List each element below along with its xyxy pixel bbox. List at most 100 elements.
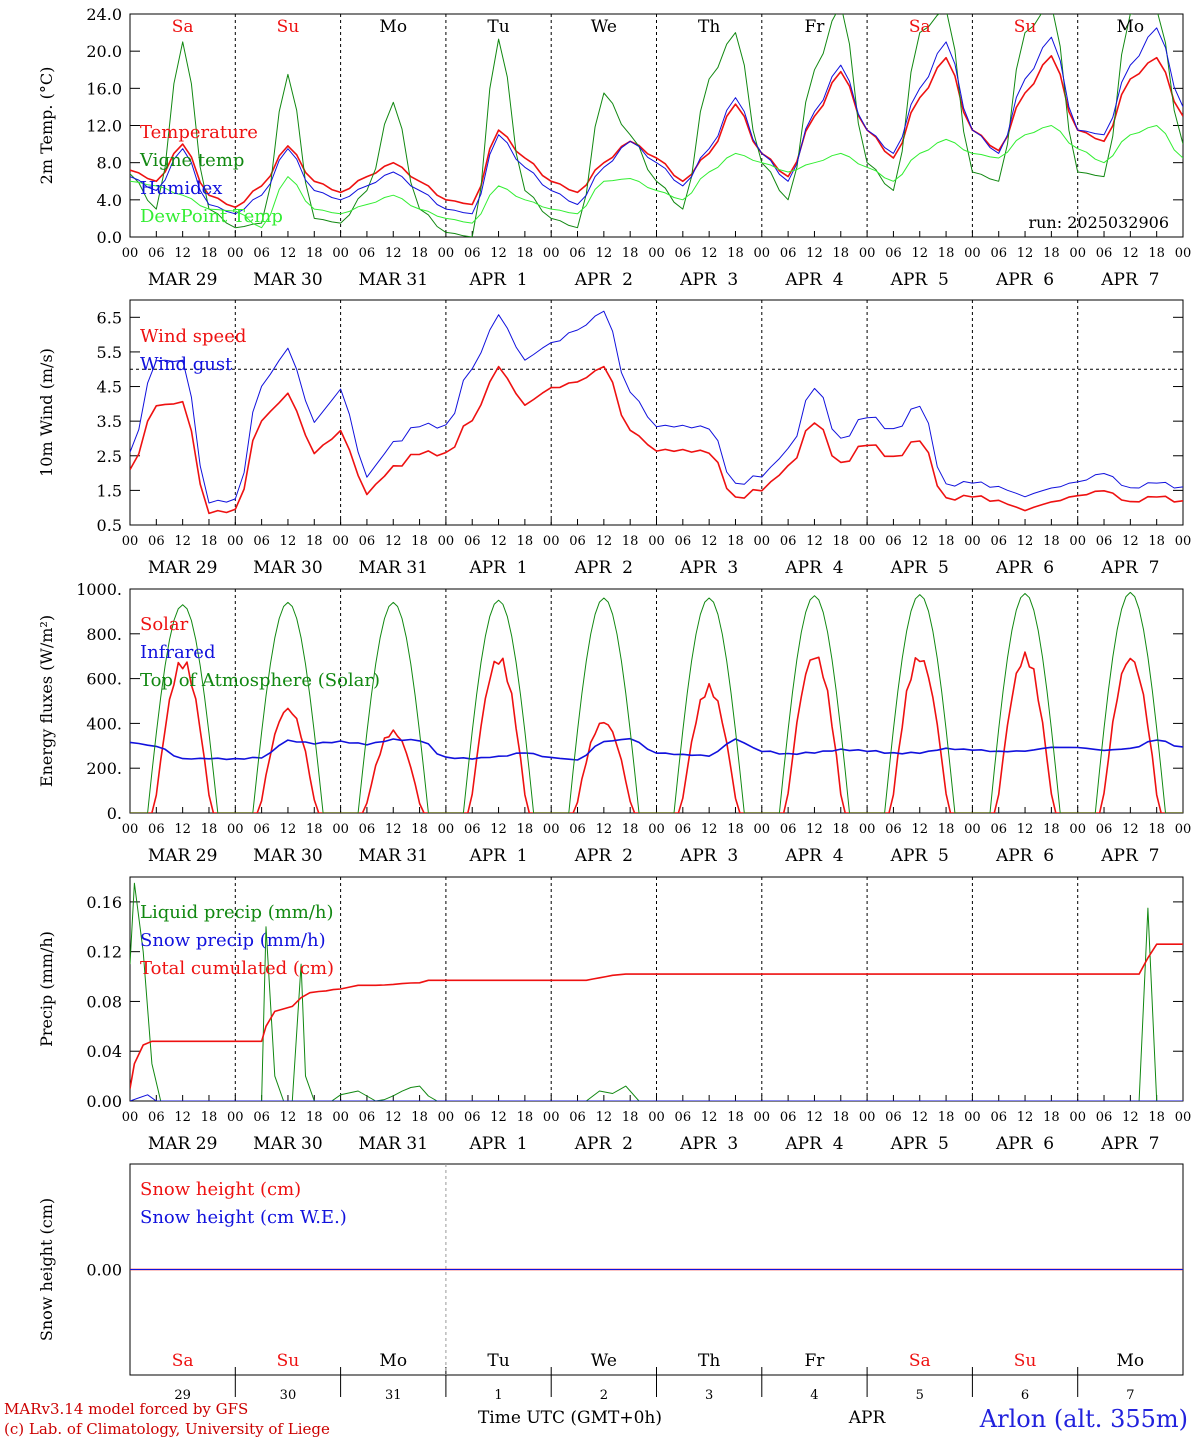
hour-tick-label: 18 bbox=[517, 1110, 534, 1125]
hour-tick-label: 06 bbox=[780, 246, 797, 261]
date-label: APR 7 bbox=[1100, 846, 1159, 866]
run-label: run: 2025032906 bbox=[1028, 213, 1169, 232]
date-label: APR 1 bbox=[468, 1134, 527, 1154]
hour-tick-label: 06 bbox=[148, 246, 165, 261]
weekday-label: Su bbox=[1014, 1351, 1037, 1371]
hour-tick-label: 06 bbox=[1096, 246, 1113, 261]
hour-tick-label: 12 bbox=[701, 822, 718, 837]
panel-frame bbox=[129, 299, 1184, 526]
date-label: APR 4 bbox=[784, 1134, 843, 1154]
panel-1: 0.0 4.0 8.0 12.0 16.0 20.0 24.0 2m Temp. (°C) 00… bbox=[37, 5, 1191, 290]
hour-tick-label: 06 bbox=[780, 534, 797, 549]
date-label: MAR 29 bbox=[148, 558, 218, 578]
legend-entry: Humidex bbox=[140, 178, 222, 199]
legend-entry: Snow precip (mm/h) bbox=[140, 930, 326, 951]
hour-tick-label: 12 bbox=[1122, 246, 1139, 261]
hour-tick-label: 00 bbox=[227, 534, 244, 549]
y-tick-label: 400. bbox=[86, 714, 122, 733]
hour-tick-label: 06 bbox=[675, 534, 692, 549]
hour-tick-label: 00 bbox=[859, 246, 876, 261]
hour-tick-label: 00 bbox=[1069, 822, 1086, 837]
weekday-label: Mo bbox=[1117, 17, 1145, 37]
legend-entry: Wind gust bbox=[140, 354, 233, 375]
hour-tick-label: 18 bbox=[833, 1110, 850, 1125]
y-tick-label: 5.5 bbox=[97, 343, 122, 362]
series-line-total-cumulated-cm bbox=[130, 943, 1183, 1089]
hour-tick-label: 00 bbox=[438, 534, 455, 549]
month-label: APR bbox=[848, 1408, 887, 1428]
hour-tick-label: 12 bbox=[596, 246, 613, 261]
weekday-label: We bbox=[591, 1351, 617, 1371]
weekday-label: Sa bbox=[172, 17, 194, 37]
y-tick-label: 4.0 bbox=[97, 191, 122, 210]
hour-tick-label: 12 bbox=[911, 246, 928, 261]
y-tick-label: 0.0 bbox=[97, 228, 122, 247]
day-number-label: 31 bbox=[385, 1388, 402, 1403]
legend-entry: Snow height (cm W.E.) bbox=[140, 1207, 347, 1228]
hour-tick-label: 06 bbox=[885, 534, 902, 549]
day-number-label: 5 bbox=[916, 1388, 924, 1403]
hour-tick-label: 06 bbox=[885, 1110, 902, 1125]
y-tick-label: 0.5 bbox=[97, 516, 122, 535]
panel-frame bbox=[129, 588, 1184, 814]
panel-2: 0.5 1.5 2.5 3.5 4.5 5.5 6.5 10m Wind (m/s) 00 06 1… bbox=[37, 299, 1191, 578]
day-number-label: 6 bbox=[1021, 1388, 1029, 1403]
day-number-label: 4 bbox=[810, 1388, 818, 1403]
hour-tick-label: 12 bbox=[174, 534, 191, 549]
series-group bbox=[130, 882, 1183, 1101]
y-axis-label: Energy fluxes (W/m²) bbox=[37, 615, 56, 787]
hour-tick-label: 12 bbox=[701, 1110, 718, 1125]
y-tick-label: 1.5 bbox=[97, 481, 122, 500]
hour-tick-label: 18 bbox=[833, 246, 850, 261]
hour-tick-label: 00 bbox=[1175, 822, 1192, 837]
date-label: APR 5 bbox=[890, 558, 949, 578]
hour-tick-label: 00 bbox=[1069, 246, 1086, 261]
hour-tick-label: 00 bbox=[1069, 534, 1086, 549]
y-tick-label: 0.00 bbox=[86, 1261, 122, 1280]
y-tick-label: 600. bbox=[86, 670, 122, 689]
y-tick-label: 20.0 bbox=[86, 42, 122, 61]
hour-tick-label: 00 bbox=[122, 822, 139, 837]
date-label: APR 3 bbox=[679, 558, 738, 578]
hour-tick-label: 12 bbox=[911, 534, 928, 549]
date-label: APR 6 bbox=[995, 1134, 1054, 1154]
panel-3: 0. 200. 400. 600. 800. 1000. Energy fluxes (W/… bbox=[37, 580, 1191, 866]
date-label: MAR 31 bbox=[358, 846, 428, 866]
date-label: APR 2 bbox=[574, 846, 633, 866]
date-label: MAR 29 bbox=[148, 1134, 218, 1154]
y-tick-label: 0.12 bbox=[86, 943, 122, 962]
hour-tick-label: 18 bbox=[306, 534, 323, 549]
hour-tick-label: 12 bbox=[596, 822, 613, 837]
series-line-humidex bbox=[130, 27, 1183, 215]
date-label: MAR 31 bbox=[358, 270, 428, 290]
date-label: APR 7 bbox=[1100, 1134, 1159, 1154]
weekday-label: Sa bbox=[172, 1351, 194, 1371]
y-axis-label: 10m Wind (m/s) bbox=[37, 348, 56, 477]
y-tick-label: 2.5 bbox=[97, 447, 122, 466]
date-label: MAR 29 bbox=[148, 846, 218, 866]
credit-line: (c) Lab. of Climatology, University of L… bbox=[4, 1420, 330, 1438]
hour-tick-label: 12 bbox=[174, 822, 191, 837]
day-number-label: 3 bbox=[705, 1388, 713, 1403]
weekday-label: Mo bbox=[1117, 1351, 1145, 1371]
date-label: APR 6 bbox=[995, 846, 1054, 866]
y-tick-label: 0.00 bbox=[86, 1092, 122, 1111]
legend-entry: Top of Atmosphere (Solar) bbox=[140, 670, 380, 691]
day-number-label: 2 bbox=[600, 1388, 608, 1403]
hour-tick-label: 18 bbox=[517, 246, 534, 261]
hour-tick-label: 06 bbox=[148, 822, 165, 837]
hour-tick-label: 06 bbox=[569, 1110, 586, 1125]
hour-tick-label: 18 bbox=[306, 1110, 323, 1125]
y-tick-label: 16.0 bbox=[86, 79, 122, 98]
date-label: APR 4 bbox=[784, 846, 843, 866]
hour-tick-label: 06 bbox=[464, 1110, 481, 1125]
hour-tick-label: 06 bbox=[885, 246, 902, 261]
hour-tick-label: 06 bbox=[1096, 822, 1113, 837]
hour-tick-label: 00 bbox=[964, 822, 981, 837]
y-tick-label: 8.0 bbox=[97, 154, 122, 173]
date-label: APR 4 bbox=[784, 558, 843, 578]
hour-tick-label: 12 bbox=[174, 1110, 191, 1125]
hour-tick-label: 06 bbox=[359, 246, 376, 261]
weekday-label: We bbox=[591, 17, 617, 37]
hour-tick-label: 12 bbox=[1122, 1110, 1139, 1125]
